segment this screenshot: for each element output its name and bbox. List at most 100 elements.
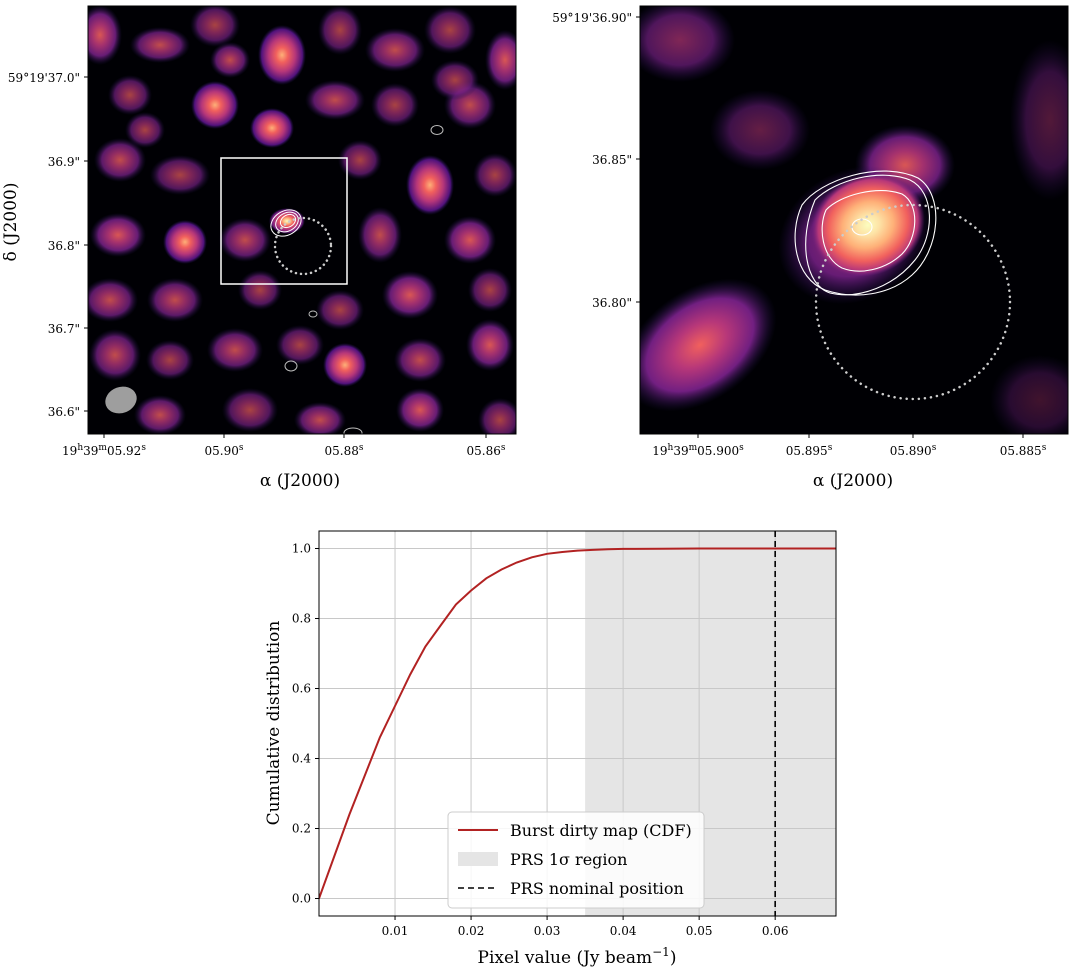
noise-blob bbox=[406, 155, 454, 215]
right-image bbox=[640, 6, 1068, 434]
noise-contour bbox=[284, 360, 298, 372]
right-xticklabels: 19h39m05.900s 05.895s 05.890s 05.885s bbox=[652, 443, 1046, 458]
noise-blob bbox=[125, 112, 165, 148]
noise-blob bbox=[258, 25, 306, 85]
left-noise-blobs bbox=[88, 6, 516, 434]
diffuse-emission bbox=[990, 355, 1068, 434]
xtick-label: 0.04 bbox=[610, 924, 637, 938]
xtick-label: 05.86s bbox=[467, 443, 506, 458]
left-yticklabels: 59°19'37.0" 36.9" 36.8" 36.7" 36.6" bbox=[8, 71, 80, 419]
noise-blob bbox=[318, 6, 362, 55]
ytick-label: 36.9" bbox=[48, 155, 80, 169]
noise-contour bbox=[430, 125, 444, 135]
noise-blob bbox=[468, 268, 512, 312]
noise-blob bbox=[338, 140, 382, 180]
noise-blob bbox=[466, 319, 514, 371]
ytick-label: 0.0 bbox=[292, 892, 311, 906]
ytick-label: 1.0 bbox=[292, 542, 311, 556]
noise-contour bbox=[308, 310, 318, 318]
noise-blob bbox=[90, 213, 146, 257]
ytick-label: 36.80" bbox=[592, 296, 632, 310]
diffuse-emission bbox=[640, 6, 735, 82]
noise-blob bbox=[431, 60, 479, 100]
xtick-label: 0.05 bbox=[686, 924, 713, 938]
xtick-label: 05.890s bbox=[890, 443, 937, 458]
legend-region-swatch bbox=[458, 852, 498, 866]
ytick-label: 36.8" bbox=[48, 239, 80, 253]
xtick-label: 05.90s bbox=[205, 443, 244, 458]
xtick-label: 19h39m05.92s bbox=[62, 443, 146, 458]
noise-blob bbox=[365, 28, 425, 72]
contour bbox=[821, 190, 916, 272]
ytick-label: 0.8 bbox=[292, 612, 311, 626]
noise-blob bbox=[108, 75, 152, 115]
noise-blob bbox=[316, 290, 364, 330]
noise-blob bbox=[294, 402, 346, 434]
noise-blob bbox=[382, 271, 438, 319]
contour bbox=[270, 209, 302, 237]
xtick-label: 0.06 bbox=[762, 924, 789, 938]
ytick-label: 36.85" bbox=[592, 153, 632, 167]
noise-blob bbox=[394, 338, 446, 382]
bottom-xlabel: Pixel value (Jy beam−1) bbox=[478, 945, 677, 968]
ytick-label: 0.6 bbox=[292, 682, 311, 696]
noise-contour bbox=[343, 427, 363, 434]
left-xlabel: α (J2000) bbox=[260, 471, 340, 491]
ytick-label: 36.6" bbox=[48, 405, 80, 419]
ytick-label: 36.7" bbox=[48, 322, 80, 336]
noise-blob bbox=[473, 153, 516, 197]
left-panel: 59°19'37.0" 36.9" 36.8" 36.7" 36.6" 19h3… bbox=[1, 5, 517, 491]
right-yticklabels: 59°19'36.90" 36.85" 36.80" bbox=[552, 11, 632, 310]
left-source-spot bbox=[269, 208, 305, 234]
noise-blob bbox=[358, 207, 402, 263]
beam-ellipse bbox=[105, 386, 137, 414]
xtick-label: 0.02 bbox=[458, 924, 485, 938]
legend-box bbox=[447, 811, 705, 909]
left-source bbox=[105, 125, 444, 434]
left-contours bbox=[270, 125, 444, 434]
plot-frame bbox=[318, 530, 837, 917]
diffuse-emission bbox=[1010, 40, 1068, 200]
right-panel: 59°19'36.90" 36.85" 36.80" 19h39m05.900s… bbox=[552, 5, 1069, 491]
xtick-label: 05.88s bbox=[325, 443, 364, 458]
ytick-label: 0.4 bbox=[292, 752, 311, 766]
noise-blob bbox=[88, 278, 138, 322]
xtick-label: 19h39m05.900s bbox=[652, 443, 744, 458]
ytick-label: 59°19'37.0" bbox=[8, 71, 80, 85]
noise-blob bbox=[147, 278, 203, 322]
noise-blob bbox=[250, 108, 294, 148]
noise-blob bbox=[444, 216, 496, 264]
bottom-ylabel: Cumulative distribution bbox=[264, 621, 284, 826]
right-frame bbox=[639, 5, 1069, 435]
noise-blob bbox=[163, 220, 207, 264]
noise-blob bbox=[150, 155, 210, 195]
contour bbox=[805, 174, 930, 296]
noise-blob bbox=[396, 388, 444, 432]
noise-blob bbox=[305, 80, 365, 120]
xtick-label: 05.895s bbox=[786, 443, 833, 458]
noise-blob bbox=[190, 6, 240, 47]
cdf-line bbox=[319, 547, 836, 899]
diffuse-emission bbox=[710, 90, 810, 170]
inset-box bbox=[220, 157, 348, 285]
diffuse-emission bbox=[640, 278, 777, 412]
noise-blob bbox=[130, 27, 190, 63]
noise-blob bbox=[191, 81, 239, 129]
legend: Burst dirty map (CDF) PRS 1σ region PRS no… bbox=[447, 811, 705, 909]
noise-blob bbox=[478, 398, 516, 434]
noise-blob bbox=[207, 328, 263, 372]
legend-region-label: PRS 1σ region bbox=[510, 850, 627, 869]
noise-blob bbox=[238, 270, 282, 310]
contour bbox=[794, 170, 937, 296]
noise-blob bbox=[146, 340, 194, 380]
xtick-label: 0.01 bbox=[382, 924, 409, 938]
left-ylabel: δ (J2000) bbox=[1, 183, 21, 262]
noise-blob bbox=[89, 329, 141, 381]
xtick-label: 0.03 bbox=[534, 924, 561, 938]
noise-blob bbox=[222, 388, 278, 432]
noise-blob bbox=[323, 343, 367, 387]
prs-region-circle bbox=[273, 216, 333, 276]
noise-blob bbox=[210, 42, 250, 78]
noise-blob bbox=[424, 6, 476, 54]
